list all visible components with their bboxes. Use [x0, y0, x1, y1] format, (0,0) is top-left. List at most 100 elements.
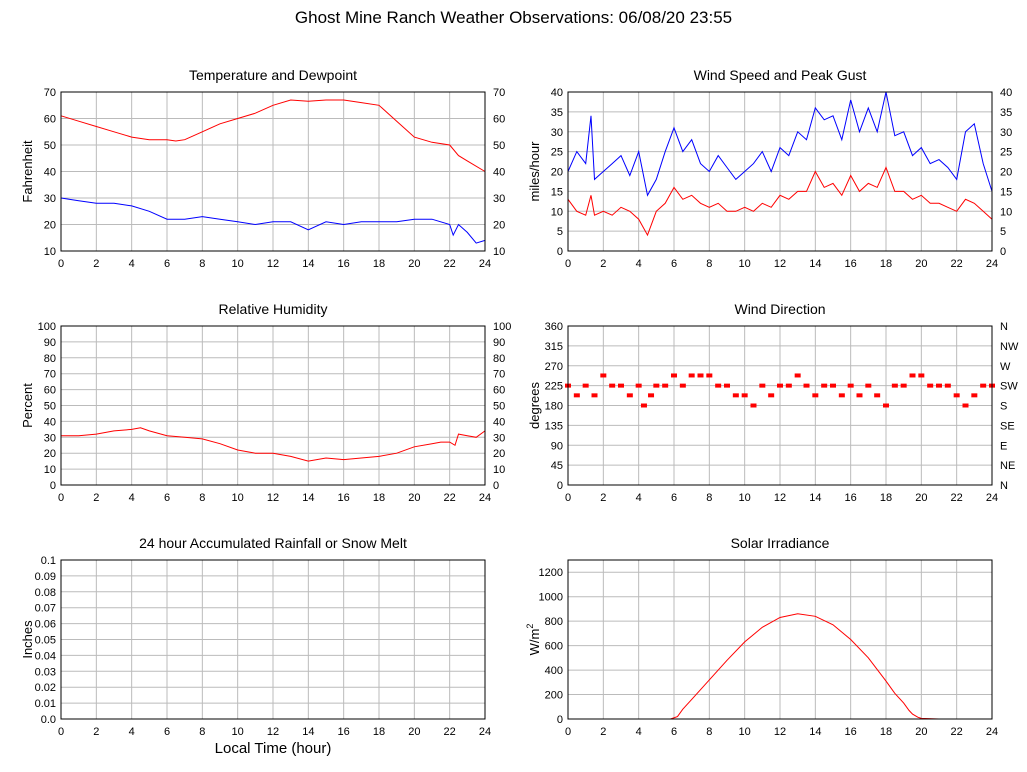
right-y-tick-label: 0	[493, 480, 499, 492]
y-tick-label: 90	[44, 337, 56, 349]
right-y-tick-label: NE	[1000, 460, 1015, 472]
x-tick-label: 20	[915, 492, 927, 504]
x-tick-label: 12	[774, 258, 786, 270]
y-axis-label: miles/hour	[527, 141, 542, 202]
right-y-tick-label: SE	[1000, 420, 1015, 432]
x-tick-label: 16	[338, 492, 350, 504]
x-tick-label: 0	[565, 492, 571, 504]
y-tick-label: 400	[545, 665, 563, 677]
y-axis-label: Inches	[20, 620, 35, 659]
y-tick-label: 50	[44, 401, 56, 413]
y-tick-label: 40	[44, 167, 56, 179]
data-point	[724, 383, 730, 388]
y-tick-label: 40	[44, 416, 56, 428]
y-tick-label: 180	[545, 401, 563, 413]
x-tick-label: 18	[880, 258, 892, 270]
right-y-tick-label: 20	[493, 220, 505, 232]
y-tick-label: 200	[545, 690, 563, 702]
right-y-tick-label: S	[1000, 401, 1007, 413]
y-tick-label: 800	[545, 616, 563, 628]
data-point	[759, 383, 766, 388]
x-tick-label: 14	[809, 726, 821, 738]
x-tick-label: 20	[915, 258, 927, 270]
x-tick-label: 14	[809, 492, 821, 504]
x-tick-label: 8	[199, 492, 205, 504]
series-line-0	[61, 427, 486, 462]
x-tick-label: 2	[600, 258, 606, 270]
data-point	[971, 393, 978, 398]
y-tick-label: 0.08	[35, 587, 56, 599]
x-tick-label: 14	[302, 258, 314, 270]
y-tick-label: 25	[551, 147, 563, 159]
y-tick-label: 30	[44, 193, 56, 205]
y-tick-label: 30	[44, 432, 56, 444]
x-tick-label: 16	[845, 726, 857, 738]
y-tick-label: 60	[44, 114, 56, 126]
x-tick-label: 24	[986, 492, 998, 504]
x-axis-label: Local Time (hour)	[215, 740, 332, 757]
x-tick-label: 24	[986, 258, 998, 270]
y-tick-label: 0.01	[35, 698, 56, 710]
right-y-tick-label: 10	[493, 464, 505, 476]
y-tick-label: 10	[551, 206, 563, 218]
right-y-tick-label: 35	[1000, 107, 1012, 119]
data-point	[715, 383, 722, 388]
x-tick-label: 18	[880, 726, 892, 738]
x-tick-label: 14	[809, 258, 821, 270]
y-tick-label: 0.03	[35, 666, 56, 678]
right-y-tick-label: 20	[1000, 167, 1012, 179]
x-tick-label: 22	[951, 492, 963, 504]
data-point	[830, 383, 836, 388]
y-tick-label: 0.04	[35, 650, 56, 662]
plot-frame	[567, 559, 993, 720]
chart-title: Solar Irradiance	[731, 535, 830, 551]
right-y-tick-label: 25	[1000, 147, 1012, 159]
right-y-tick-label: SW	[1000, 381, 1018, 393]
y-tick-label: 315	[545, 341, 563, 353]
x-tick-label: 18	[373, 258, 385, 270]
right-y-tick-label: 60	[493, 385, 505, 397]
x-tick-label: 12	[774, 492, 786, 504]
y-tick-label: 45	[551, 460, 563, 472]
y-tick-label: 0.06	[35, 619, 56, 631]
right-y-tick-label: NW	[1000, 341, 1019, 353]
data-point	[706, 373, 713, 378]
x-tick-label: 6	[164, 258, 170, 270]
x-tick-label: 4	[129, 258, 135, 270]
x-tick-label: 10	[739, 258, 751, 270]
data-point	[777, 383, 783, 388]
data-point	[847, 383, 854, 388]
right-y-tick-label: N	[1000, 321, 1008, 333]
x-tick-label: 18	[373, 726, 385, 738]
chart-title: Wind Speed and Peak Gust	[694, 67, 867, 83]
right-y-tick-label: 5	[1000, 226, 1006, 238]
y-axis-label-text: miles/hour	[527, 141, 542, 202]
x-tick-label: 8	[706, 258, 712, 270]
data-point	[732, 393, 739, 398]
y-tick-label: 100	[38, 321, 56, 333]
data-point	[794, 373, 801, 378]
y-axis-label: degrees	[527, 382, 542, 429]
x-tick-label: 4	[636, 258, 642, 270]
y-axis-label-text: Inches	[20, 620, 35, 659]
y-tick-label: 0.07	[35, 603, 56, 615]
data-point	[953, 393, 960, 398]
y-axis-label-text: degrees	[527, 382, 542, 429]
y-tick-label: 90	[551, 440, 563, 452]
data-point	[640, 403, 647, 408]
series-line-1	[60, 197, 486, 244]
y-tick-label: 0.05	[35, 635, 56, 647]
data-point	[900, 383, 907, 388]
right-y-tick-label: 10	[1000, 206, 1012, 218]
x-tick-label: 2	[600, 726, 606, 738]
y-tick-label: 80	[44, 353, 56, 365]
data-point	[618, 383, 624, 388]
x-tick-label: 16	[338, 258, 350, 270]
y-tick-label: 0	[557, 714, 563, 726]
series-line-0	[567, 91, 993, 197]
y-tick-label: 20	[551, 167, 563, 179]
data-point	[874, 393, 881, 398]
data-point	[856, 393, 863, 398]
y-tick-label: 0	[557, 480, 563, 492]
data-point	[573, 393, 580, 398]
